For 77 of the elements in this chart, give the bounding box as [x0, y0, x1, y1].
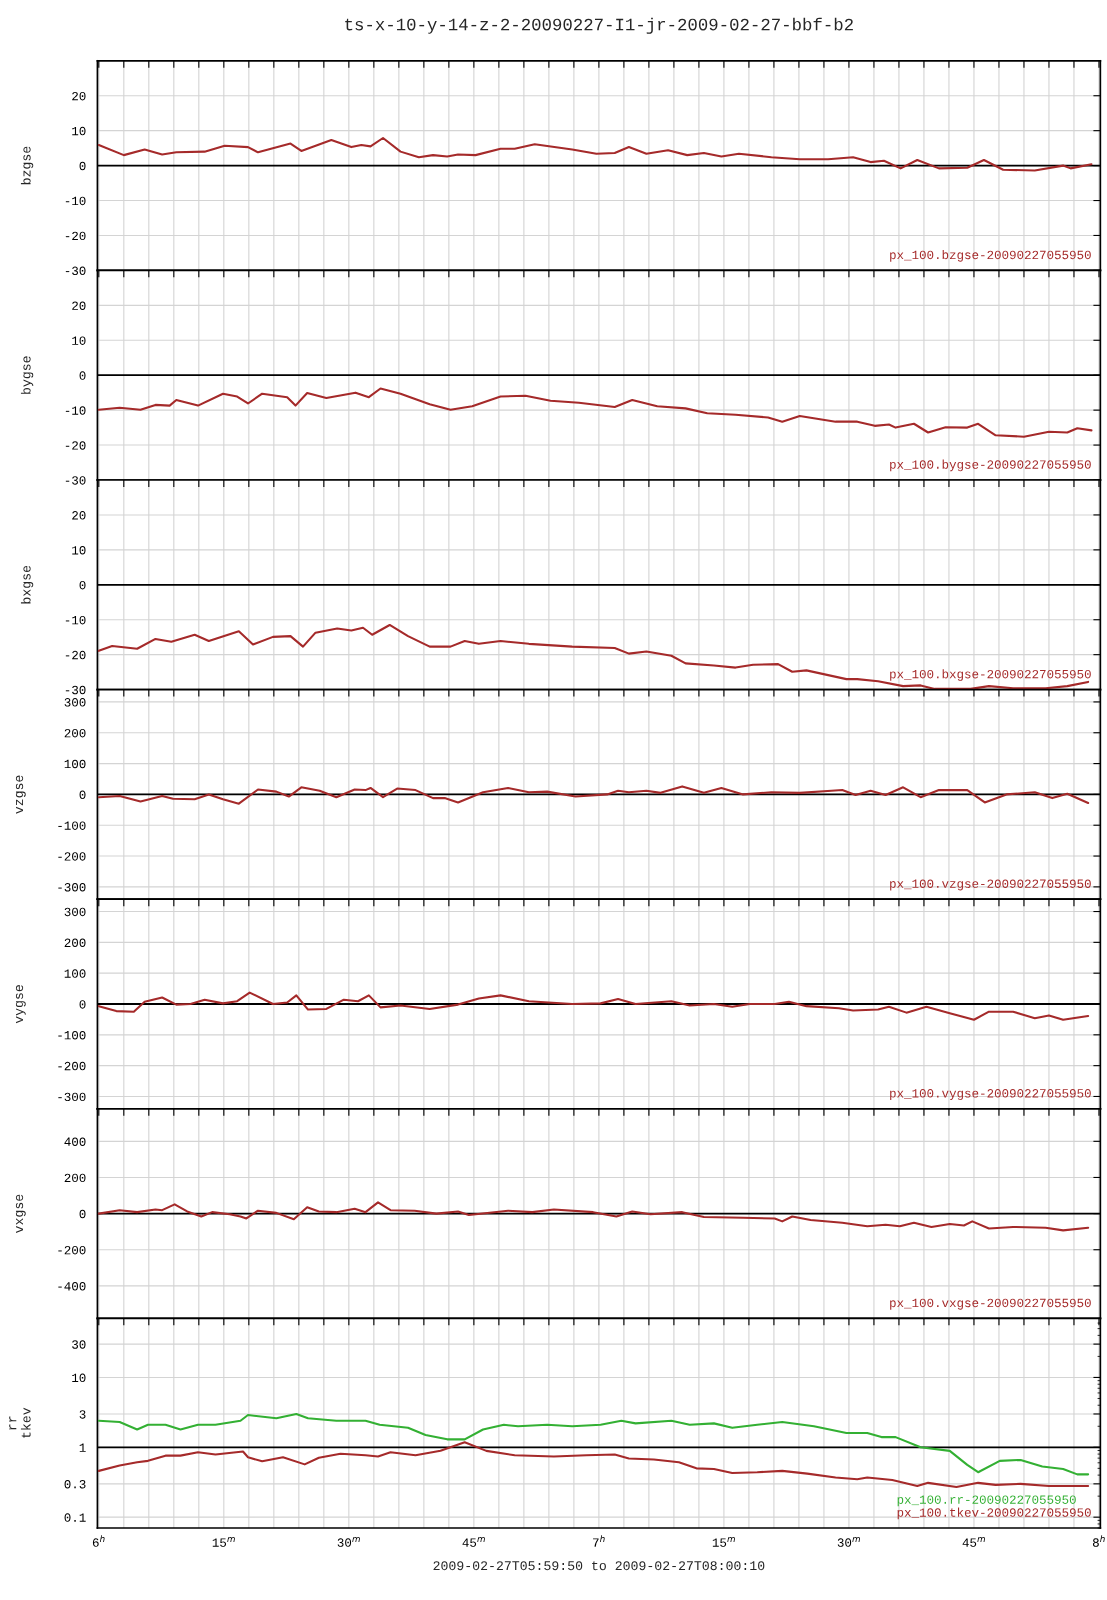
y-tick-label: -30 — [65, 685, 86, 695]
y-tick-label: -100 — [58, 1030, 86, 1040]
y-tick-label: 10 — [72, 546, 86, 555]
y-tick-label: 300 — [64, 698, 86, 707]
y-tick-label: -200 — [58, 1061, 86, 1071]
y-tick-label: 0.3 — [64, 1480, 86, 1489]
y-tick-label: -300 — [58, 883, 86, 892]
line-series — [97, 136, 1093, 172]
y-tick-label: 3 — [79, 1410, 86, 1419]
y-tick-label: 200 — [64, 728, 86, 738]
y-tick-label: -20 — [65, 441, 86, 450]
y-tick-label: -400 — [58, 1282, 86, 1291]
x-axis-title: 2009-02-27T05:59:50 to 2009-02-27T08:00:10 — [433, 1561, 765, 1571]
y-tick-label: 10 — [72, 336, 86, 345]
x-tick-label: 30$^{m}$ — [337, 1537, 360, 1547]
y-tick-label: 0 — [79, 161, 86, 171]
y-tick-label: 200 — [64, 938, 86, 948]
y-tick-label: 20 — [72, 511, 86, 520]
y-tick-label: 20 — [72, 91, 86, 101]
y-tick-label: -100 — [58, 821, 86, 830]
y-tick-label: -30 — [65, 266, 86, 276]
y-tick-label: 10 — [72, 1373, 86, 1383]
x-tick-label: 8$^{h}$ — [1092, 1535, 1105, 1547]
x-tick-label: 15$^{m}$ — [212, 1537, 235, 1547]
series-label: px_100.rr-20090227055950 — [897, 1495, 1076, 1507]
y-tick-label: 0 — [79, 580, 86, 590]
x-tick-label: 45$^{m}$ — [962, 1537, 985, 1547]
y-tick-label: 10 — [72, 126, 86, 136]
text: px_100.bygse-20090227055950 — [890, 459, 1091, 472]
y-tick-label: 1 — [79, 1443, 86, 1452]
y-tick-label: 100 — [64, 969, 86, 978]
y-axis-title: vygse — [15, 985, 26, 1024]
line-series — [97, 1412, 1090, 1476]
series-label: px_100.bxgse-20090227055950 — [890, 669, 1091, 681]
y-tick-label: 20 — [72, 301, 86, 310]
line-series — [97, 623, 1090, 690]
y-tick-label: 0 — [79, 1209, 86, 1219]
x-tick-label: 6$^{h}$ — [92, 1535, 105, 1547]
y-tick-label: 30 — [72, 1340, 86, 1349]
y-tick-label: 0.1 — [64, 1513, 86, 1522]
y-tick-label: -10 — [65, 615, 86, 625]
text: px_100.vxgse-20090227055950 — [890, 1298, 1091, 1310]
text: px_100.bzgse-20090227055950 — [890, 250, 1091, 262]
y-tick-label: 0 — [79, 371, 86, 380]
y-tick-label: -10 — [65, 196, 86, 206]
y-tick-label: 400 — [64, 1137, 86, 1146]
y-axis-title: vzgse — [15, 775, 26, 814]
y-axis-title: bzgse — [20, 146, 34, 185]
y-tick-label: -30 — [65, 476, 86, 485]
y-tick-label: 0 — [79, 1000, 86, 1009]
y-axis-title: bygse — [20, 356, 34, 394]
y-tick-label: -20 — [65, 650, 86, 660]
y-tick-label: -20 — [65, 231, 86, 241]
series-label: px_100.tkev-20090227055950 — [897, 1507, 1091, 1520]
y-tick-label: 300 — [64, 907, 86, 917]
line-series — [97, 785, 1090, 805]
y-axis-title: vxgse — [15, 1194, 26, 1233]
y-tick-label: 0 — [79, 790, 86, 800]
chart-title: ts-x-10-y-14-z-2-20090227-I1-jr-2009-02-27-bbf-b2 — [345, 17, 853, 34]
y-tick-label: -200 — [58, 1245, 86, 1255]
text: px_100.vygse-20090227055950 — [890, 1089, 1091, 1101]
x-tick-label: 30$^{m}$ — [837, 1537, 860, 1547]
text: px_100.vzgse-20090227055950 — [890, 879, 1091, 891]
x-tick-label: 45$^{m}$ — [462, 1537, 485, 1547]
line-series — [97, 991, 1090, 1021]
y-axis-title: rr tkev — [9, 1407, 31, 1438]
line-series — [97, 1201, 1090, 1232]
y-tick-label: -200 — [58, 852, 86, 861]
x-tick-label: 15$^{m}$ — [712, 1537, 735, 1547]
y-tick-label: -10 — [65, 406, 86, 415]
y-axis-title: bxgse — [20, 565, 34, 604]
y-tick-label: 200 — [64, 1173, 86, 1183]
x-tick-label: 7$^{h}$ — [593, 1535, 605, 1547]
y-tick-label: -300 — [58, 1092, 86, 1102]
y-tick-label: 100 — [64, 759, 86, 769]
line-series — [97, 1441, 1090, 1489]
line-series — [97, 387, 1093, 438]
